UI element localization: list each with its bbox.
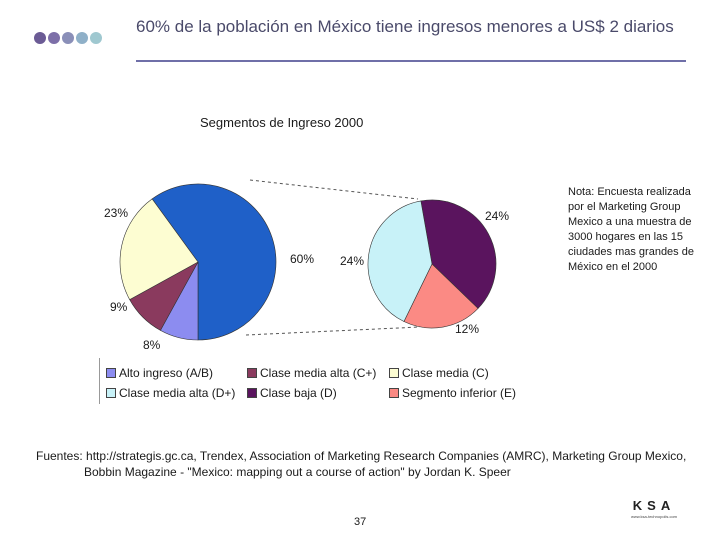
main-pie-slice-0 (151, 183, 277, 341)
ksa-logo: KSA www.ksa-technopolis.com (622, 498, 686, 519)
decorative-dot (62, 32, 74, 44)
legend-label: Clase baja (D) (260, 386, 337, 400)
label-clase-media-c: 23% (104, 206, 128, 220)
legend-swatch (389, 368, 399, 378)
sources-line: Fuentes: http://strategis.gc.ca, Trendex… (36, 449, 687, 463)
secondary-pie-slice-2 (367, 200, 433, 322)
slide-title: 60% de la población en México tiene ingr… (136, 17, 674, 36)
title-divider (136, 60, 686, 62)
decorative-dot (90, 32, 102, 44)
label-clase-media-alta-dplus: 24% (340, 254, 364, 268)
legend-label: Alto ingreso (A/B) (119, 366, 214, 380)
survey-note: Nota: Encuesta realizada por el Marketin… (568, 186, 694, 273)
legend-swatch (247, 368, 257, 378)
legend-label: Clase media (C) (402, 366, 489, 380)
sources-line: Bobbin Magazine - "Mexico: mapping out a… (84, 465, 511, 479)
label-alto-ingreso: 8% (143, 338, 161, 352)
label-clase-media-alta-cplus: 9% (110, 300, 128, 314)
legend-label: Clase media alta (C+) (260, 366, 377, 380)
legend-item: Alto ingreso (A/B) (106, 366, 213, 380)
label-segmento-inferior-e: 12% (455, 322, 479, 336)
legend-swatch (106, 368, 116, 378)
chart-title: Segmentos de Ingreso 2000 (200, 115, 364, 130)
legend-item: Segmento inferior (E) (389, 386, 516, 400)
main-pie-slice-3 (119, 198, 199, 300)
connector-line-1 (245, 326, 421, 336)
secondary-pie-slice-0 (420, 199, 497, 309)
connector-line-0 (249, 179, 419, 200)
legend-item: Clase media alta (D+) (106, 386, 235, 400)
page-number: 37 (354, 516, 367, 528)
label-bajos-ingresos: 60% (290, 252, 314, 266)
secondary-pie-slice-1 (403, 263, 479, 329)
legend-item: Clase baja (D) (247, 386, 337, 400)
decorative-dot (48, 32, 60, 44)
logo-subtext: www.ksa-technopolis.com (630, 514, 678, 519)
decorative-dots (34, 32, 102, 44)
legend-swatch (247, 388, 257, 398)
decorative-dot (34, 32, 46, 44)
legend-swatch (106, 388, 116, 398)
legend-label: Segmento inferior (E) (402, 386, 517, 400)
sources-text: Fuentes: http://strategis.gc.ca, Trendex… (36, 448, 706, 480)
logo-mark: KSA (632, 498, 676, 513)
legend-swatch (389, 388, 399, 398)
chart-legend: Alto ingreso (A/B) Clase media alta (C+)… (99, 358, 534, 404)
label-clase-baja-d: 24% (485, 209, 509, 223)
legend-item: Clase media (C) (389, 366, 489, 380)
legend-item: Clase media alta (C+) (247, 366, 376, 380)
decorative-dot (76, 32, 88, 44)
legend-label: Clase media alta (D+) (119, 386, 236, 400)
